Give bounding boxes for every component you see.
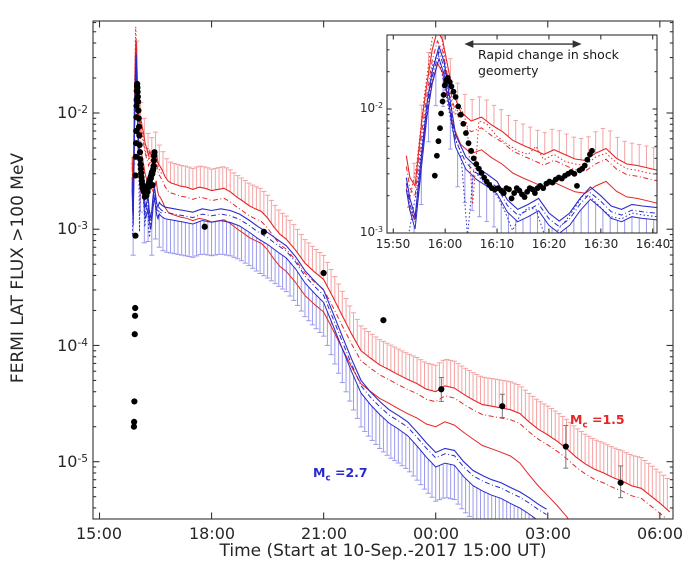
y-axis-title: FERMI LAT FLUX >100 MeV [8, 152, 28, 384]
inset-x-tick-label: 16:10 [479, 237, 515, 251]
x-tick-label: 00:00 [412, 524, 460, 543]
inset-y-tick-label: 10-2 [359, 101, 383, 115]
shock-geometry-arrow [464, 40, 582, 48]
x-tick-label: 15:00 [75, 524, 123, 543]
x-tick-label: 21:00 [300, 524, 348, 543]
inset-axes-frame [386, 34, 658, 234]
inset-x-tick-label: 16:30 [583, 237, 619, 251]
inset-y-tick-label: 10-3 [359, 225, 383, 239]
inset-x-tick-label: 15:50 [375, 237, 411, 251]
main-axes-frame [92, 20, 674, 520]
x-axis-title: Time (Start at 10-Sep.-2017 15:00 UT) [219, 541, 547, 561]
main-plot-curves [130, 26, 671, 519]
annotation-line1: Rapid change in shock [478, 47, 619, 62]
y-tick-label: 10-5 [57, 452, 88, 471]
inset-x-tick-label: 16:20 [531, 237, 567, 251]
inset-x-tick-label: 16:00 [427, 237, 463, 251]
x-tick-label: 18:00 [188, 524, 236, 543]
y-tick-label: 10-2 [57, 103, 88, 122]
mach-label-red: Mc =1.5 [570, 412, 625, 431]
y-tick-label: 10-4 [57, 336, 88, 355]
x-tick-label: 06:00 [636, 524, 684, 543]
x-tick-label: 03:00 [524, 524, 572, 543]
mach-label-blue: Mc =2.7 [313, 465, 368, 484]
inset-x-tick-label: 16:40 [635, 237, 671, 251]
annotation-line2: geomerty [478, 63, 539, 78]
y-tick-label: 10-3 [57, 219, 88, 238]
inset-plot-curves [405, 35, 657, 233]
